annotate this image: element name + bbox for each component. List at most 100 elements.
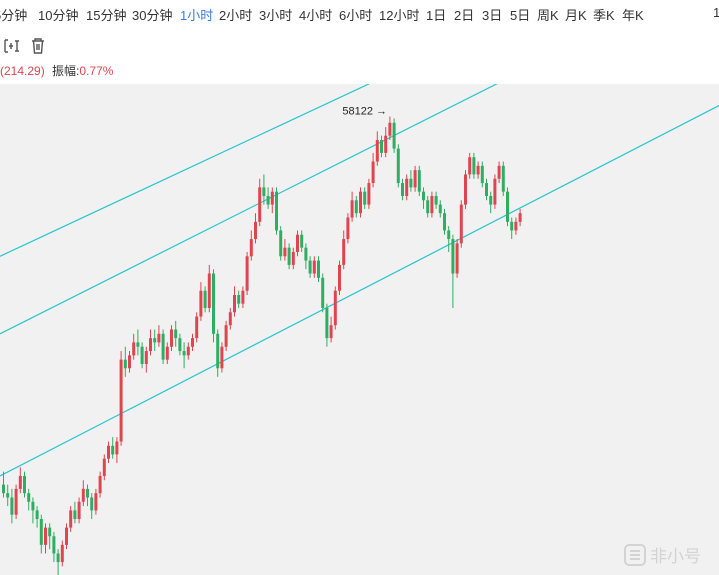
timeframe-tab-5[interactable]: 2小时 [219,8,253,23]
candle-117 [493,174,497,209]
timeframe-tab-13[interactable]: 5日 [510,8,531,23]
candle-body [94,493,98,511]
candle-body [354,200,358,214]
candle-body [426,200,430,214]
candle-54 [228,307,232,330]
candle-body [493,178,497,205]
candle-122 [514,217,518,235]
candle-30 [128,351,131,373]
timeframe-tab-6[interactable]: 3小时 [259,8,293,23]
timeframe-bar: 5分钟 10分钟 15分钟 30分钟 1小时 2小时 3小时 4小时 6小时 12小时 1日 2日 3日… [0,0,719,28]
candles [2,116,522,575]
candle-89 [375,131,379,166]
candle-body [317,260,320,278]
timeframe-tab-0[interactable]: 5分钟 [0,8,28,23]
candle-15 [65,523,68,550]
candle-body [510,221,514,231]
candle-64 [270,187,274,214]
candle-105 [443,208,446,235]
draw-tool-icon[interactable] [2,36,22,56]
timeframe-tab-3[interactable]: 30分钟 [132,8,173,23]
candle-72 [304,243,308,270]
candle-body [216,333,220,369]
candle-66 [279,226,283,261]
candle-120 [506,187,509,227]
candle-body [291,251,295,265]
timeframe-tab-17[interactable]: 年K [622,8,644,23]
candle-17 [73,501,77,524]
timeframe-tab-4[interactable]: 1小时 [180,8,214,23]
candle-98 [413,165,417,192]
candle-body [346,217,350,240]
candle-62 [262,174,266,205]
candle-67 [283,239,287,261]
candle-body [409,178,413,188]
candle-29 [123,346,127,377]
trash-icon[interactable] [28,36,48,56]
candle-37 [157,325,161,347]
candle-19 [81,480,85,507]
candle-body [489,195,493,205]
watermark-logo: 非小号 [624,544,701,567]
high-price-label: 58122 → [342,106,387,118]
candle-body [228,312,232,326]
candle-71 [300,230,304,252]
candle-68 [287,243,291,270]
candle-body [186,346,190,356]
annotations: 58122 → [342,106,387,118]
candle-42 [178,333,182,356]
candle-50 [212,269,215,343]
timeframe-tab-8[interactable]: 6小时 [339,8,373,23]
candle-55 [233,286,236,317]
candle-body [396,148,400,184]
candle-44 [186,342,190,360]
timeframe-tab-9[interactable]: 12小时 [379,8,420,23]
chart-toolbar [0,28,719,62]
timeframe-tab-16[interactable]: 季K [593,8,615,23]
price-value: 214.29 [4,64,41,78]
candle-body [119,359,123,442]
candle-90 [380,135,383,158]
candle-body [44,527,47,545]
candle-70 [296,230,299,257]
candle-body [434,195,438,205]
candle-body [518,213,522,222]
candle-body [60,544,64,563]
candle-body [69,510,73,528]
candle-75 [317,256,320,283]
timeframe-tab-12[interactable]: 3日 [482,8,503,23]
candle-body [321,277,325,308]
timeframe-tab-overflow[interactable]: 1 [713,5,719,20]
candle-61 [258,178,262,227]
amplitude-value: 0.77% [79,64,114,78]
candle-74 [312,256,316,278]
timeframe-tab-15[interactable]: 月K [565,8,587,23]
candle-body [308,260,312,274]
timeframe-tab-10[interactable]: 1日 [426,8,447,23]
chart-background [0,84,719,575]
candle-112 [472,152,476,179]
candle-body [199,290,203,317]
candle-14 [60,540,64,567]
candle-body [514,221,518,231]
timeframe-tab-7[interactable]: 4小时 [299,8,333,23]
candle-body [333,290,337,326]
candle-25 [107,441,110,464]
candle-43 [182,342,186,369]
candle-85 [359,187,362,218]
candle-body [233,295,236,313]
candle-body [266,195,270,205]
timeframe-tab-14[interactable]: 周K [537,8,559,23]
timeframe-tab-2[interactable]: 15分钟 [86,8,127,23]
candle-18 [77,497,81,524]
timeframe-tab-11[interactable]: 2日 [454,8,475,23]
candle-0 [2,471,5,498]
candle-body [98,475,102,494]
timeframe-tab-1[interactable]: 10分钟 [38,8,79,23]
candlestick-chart[interactable]: 58122 → [0,84,719,575]
candle-79 [333,286,337,330]
candle-47 [199,282,203,321]
candle-body [380,139,383,153]
candle-24 [102,454,106,481]
candle-body [107,445,110,459]
